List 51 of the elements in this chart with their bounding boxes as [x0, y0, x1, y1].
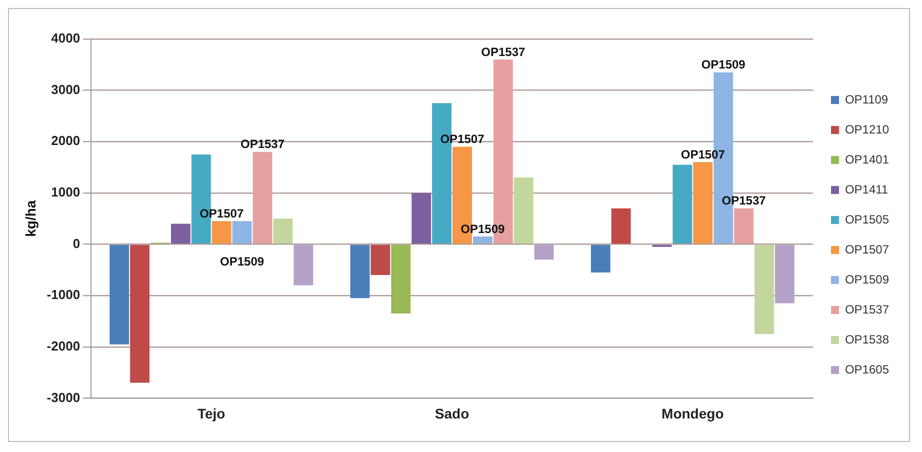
legend-label: OP1210 — [844, 122, 890, 136]
y-tick-label: -2000 — [46, 338, 80, 354]
bar — [350, 244, 370, 298]
bar — [774, 244, 794, 304]
y-tick-label: 2000 — [51, 133, 80, 148]
bar — [110, 244, 130, 344]
bar — [370, 244, 390, 276]
y-tick-label: 0 — [72, 236, 80, 251]
y-tick-label: -3000 — [46, 390, 80, 405]
bar — [472, 236, 492, 244]
legend-label: OP1538 — [844, 332, 890, 346]
bar — [672, 164, 692, 244]
y-tick-label: 3000 — [51, 82, 80, 97]
legend-label: OP1605 — [844, 362, 890, 376]
legend-label: OP1505 — [844, 212, 890, 226]
x-tick-label: Mondego — [662, 405, 724, 422]
bar — [391, 244, 411, 314]
bar — [754, 244, 774, 334]
annotation: OP1507 — [680, 147, 726, 162]
annotation: OP1509 — [220, 254, 264, 269]
legend-label: OP1509 — [844, 272, 890, 286]
annotation: OP1509 — [701, 58, 746, 72]
annotation: OP1537 — [481, 44, 526, 59]
bar — [130, 244, 150, 383]
annotation: OP1509 — [460, 222, 506, 236]
annotation: OP1537 — [722, 194, 766, 208]
y-tick-label: -1000 — [46, 287, 80, 302]
bar — [514, 178, 534, 244]
x-tick-label: Tejo — [197, 405, 226, 422]
y-tick-label: 4000 — [51, 30, 80, 46]
bar — [693, 162, 713, 244]
y-tick-label: 1000 — [51, 184, 80, 200]
bar — [232, 221, 252, 244]
legend-label: OP1411 — [844, 182, 888, 196]
legend-label: OP1537 — [844, 302, 890, 316]
annotation: OP1537 — [240, 137, 285, 152]
y-axis-title: kg/ha — [22, 200, 38, 237]
bar — [534, 244, 554, 260]
bar — [734, 208, 754, 244]
bar — [590, 244, 610, 272]
legend-label: OP1401 — [844, 152, 890, 166]
x-tick-label: Sado — [434, 405, 470, 422]
legend-label: OP1507 — [844, 242, 890, 256]
bar — [252, 152, 272, 244]
bar — [294, 244, 314, 286]
bar — [273, 218, 293, 244]
bar — [212, 221, 232, 244]
bar — [170, 224, 190, 244]
bar — [412, 192, 432, 244]
bar — [611, 208, 631, 244]
legend-label: OP1109 — [844, 92, 888, 106]
